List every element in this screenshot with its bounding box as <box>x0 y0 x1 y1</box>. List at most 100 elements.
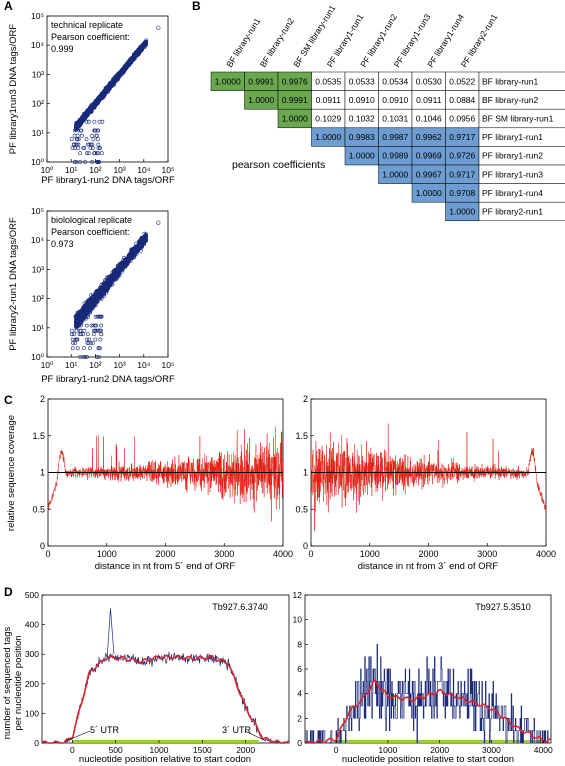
scatter-point <box>70 146 75 150</box>
scatter-point <box>86 341 91 345</box>
scatter-point <box>73 341 77 345</box>
scatter-point <box>93 337 98 342</box>
x-tick-label: 10¹ <box>65 165 77 175</box>
scatter-point <box>82 328 87 333</box>
scatter-point <box>138 237 143 242</box>
y-axis-label: relative sequence coverage <box>6 415 17 531</box>
panel-label-c: C <box>4 393 13 407</box>
scatter-point <box>85 332 90 337</box>
scatter-point <box>87 302 92 307</box>
scatter-point <box>143 234 147 239</box>
scatter-point <box>123 258 128 263</box>
scatter-point <box>95 328 100 333</box>
y-tick-label: 2 <box>303 394 308 404</box>
scatter-point <box>79 313 84 318</box>
scatter-point <box>70 328 74 333</box>
scatter-point <box>125 257 130 262</box>
scatter-point <box>93 298 97 303</box>
x-tick-label: 10⁰ <box>41 165 54 175</box>
scatter-point <box>76 122 80 127</box>
scatter-point <box>102 292 106 296</box>
x-tick-label: 10¹ <box>65 360 77 370</box>
x-tick-label: 3000 <box>477 549 497 559</box>
panel-a-top-plot: technical replicate Pearson coefficient:… <box>8 11 175 186</box>
tag-count-lines-left <box>41 608 290 744</box>
x-tick-label: 0 <box>70 745 75 755</box>
scatter-point <box>88 307 93 312</box>
table-value: 0.1029 <box>315 114 341 124</box>
x-tick-label: 10⁵ <box>162 360 175 370</box>
scatter-point <box>78 328 82 333</box>
y-tick-label: 10⁵ <box>31 11 44 21</box>
scatter-point <box>139 47 144 52</box>
scatter-point <box>94 133 99 138</box>
coverage-line-5prime <box>47 426 284 522</box>
scatter-point <box>74 160 79 164</box>
table-value: 0.1046 <box>416 114 442 124</box>
scatter-point <box>91 101 96 106</box>
panel-label-b: B <box>192 0 201 13</box>
scatter-point <box>84 111 88 116</box>
utr3-pointer <box>244 730 267 742</box>
scatter-point <box>140 241 145 246</box>
scatter-point <box>78 160 83 164</box>
scatter-point <box>74 321 79 326</box>
scatter-point <box>133 50 138 55</box>
x-tick-label: 0 <box>334 745 339 755</box>
scatter-point <box>81 332 85 337</box>
scatter-point <box>73 337 78 342</box>
annotation-line-1: technical replicate <box>51 20 123 30</box>
scatter-point <box>143 232 148 237</box>
scatter-point <box>97 355 101 359</box>
scatter-point <box>85 337 89 342</box>
table-value: 1.0000 <box>382 169 408 179</box>
table-value: 0.9708 <box>449 188 475 198</box>
y-tick-label: 0.5 <box>32 504 45 514</box>
table-value: 0.9969 <box>416 151 442 161</box>
x-axis-label: PF library1-run2 DNA tags/ORF <box>41 175 175 186</box>
scatter-point <box>138 48 143 53</box>
panel-label-a: A <box>4 0 13 13</box>
scatter-point <box>78 355 83 359</box>
scatter-point <box>72 332 76 337</box>
axis-ticks: 0 1000 2000 3000 4000 0 0.5 1 1.5 2 0 1000 2000 3000 4… <box>32 394 556 559</box>
y-tick-label: 10⁴ <box>31 235 44 245</box>
scatter-point <box>99 323 104 328</box>
annotation-line-3: 0.999 <box>51 44 74 54</box>
scatter-point <box>76 142 81 147</box>
utr5-pointer <box>65 730 91 742</box>
y-tick-label: 1.5 <box>295 431 308 441</box>
smoothed-trace <box>304 678 552 744</box>
scatter-point <box>101 284 106 289</box>
scatter-point <box>96 346 101 351</box>
scatter-point <box>85 355 89 359</box>
y-tick-label: 10⁴ <box>31 40 44 50</box>
scatter-point <box>71 341 75 345</box>
scatter-point <box>102 294 107 298</box>
row-label: PF library1-run2 <box>482 151 543 161</box>
y-tick-label: 10² <box>32 99 44 109</box>
table-value: 1.0000 <box>315 132 341 142</box>
y-tick-label: 10³ <box>32 69 44 79</box>
scatter-point <box>119 71 124 75</box>
table-value: 0.9989 <box>382 151 408 161</box>
scatter-point <box>90 142 94 147</box>
table-value: 1.0000 <box>215 76 241 86</box>
scatter-point <box>102 89 107 94</box>
x-tick-label: 10⁴ <box>137 360 150 370</box>
scatter-point <box>91 137 96 142</box>
scatter-point <box>87 142 92 147</box>
scatter-point <box>103 86 108 91</box>
x-tick-label: 1000 <box>97 549 117 559</box>
scatter-point <box>93 295 98 300</box>
x-axis-label-right: distance in nt from 3´ end of ORF <box>358 561 499 572</box>
y-tick-label: 10¹ <box>32 128 44 138</box>
scatter-point <box>84 151 89 156</box>
scatter-point <box>123 264 128 269</box>
scatter-point <box>91 332 96 337</box>
scatter-point <box>73 142 78 147</box>
axis-ticks: 10⁰ 10¹ 10² 10³ 10⁴ 10⁵ 10⁰ 10¹ 10² 10³ 10⁴ 10⁵ <box>31 206 175 370</box>
panel-a-bottom-plot: biolological replicate Pearson coefficie… <box>8 206 175 385</box>
scatter-point <box>97 346 102 351</box>
table-value: 0.0910 <box>349 95 375 105</box>
